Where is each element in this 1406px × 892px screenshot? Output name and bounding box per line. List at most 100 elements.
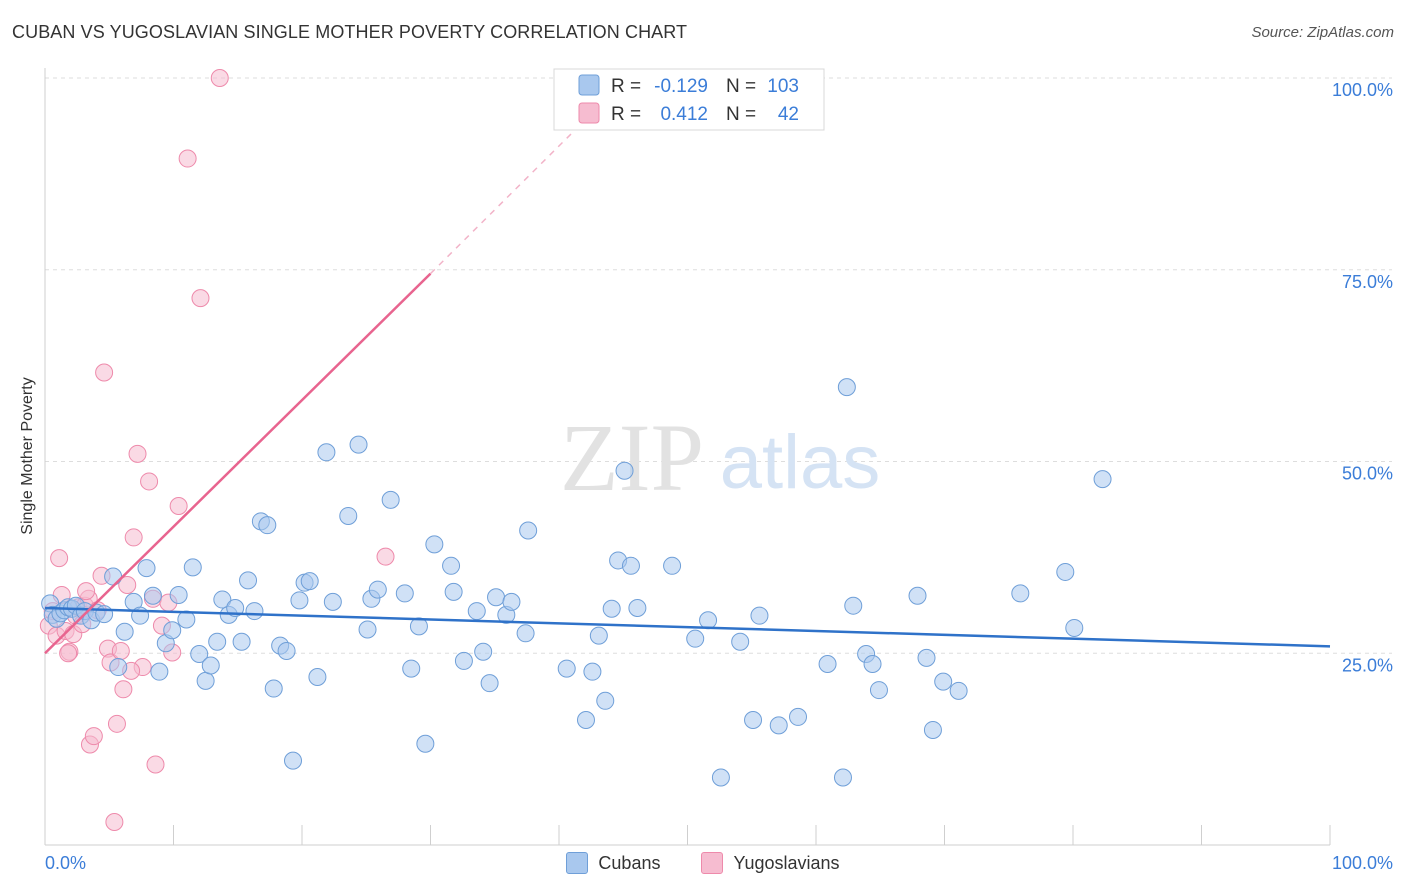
- cubans-point: [516, 624, 535, 643]
- legend-item-cubans: Cubans: [566, 852, 660, 874]
- legend-top: R = -0.129 N = 103 R = 0.412 N = 42: [553, 68, 825, 131]
- yugoslavians-point: [59, 644, 78, 663]
- yugoslavians-point: [124, 528, 143, 547]
- cubans-point: [818, 654, 837, 673]
- cubans-point: [576, 710, 595, 729]
- cubans-point: [150, 662, 169, 681]
- cubans-point: [349, 435, 368, 454]
- cubans-point: [339, 506, 358, 525]
- cubans-point: [308, 668, 327, 687]
- cubans-point: [1065, 618, 1084, 637]
- watermark: ZIP atlas: [560, 404, 880, 511]
- cubans-point: [480, 674, 499, 693]
- yugoslavians-point: [191, 289, 210, 308]
- cubans-point: [621, 556, 640, 575]
- yugoslavians-point: [84, 727, 103, 746]
- y-tick-label-75: 75.0%: [1342, 272, 1393, 292]
- cubans-point: [163, 621, 182, 640]
- chart-title: CUBAN VS YUGOSLAVIAN SINGLE MOTHER POVER…: [12, 22, 688, 42]
- cubans-label: Cubans: [598, 852, 661, 873]
- cubans-point: [104, 567, 123, 586]
- cubans-point: [264, 679, 283, 698]
- trend-lines: [44, 113, 1331, 655]
- yugoslavians-point: [376, 547, 395, 566]
- cubans-point: [208, 632, 227, 651]
- cubans-trend-line: [44, 606, 1331, 648]
- cubans-point: [1056, 562, 1075, 581]
- cubans-point: [699, 611, 718, 630]
- cubans-point: [628, 598, 647, 617]
- legend-r-value-2: 0.412: [660, 104, 708, 125]
- cubans-point: [1093, 470, 1112, 489]
- cubans-point: [949, 681, 968, 700]
- cubans-point: [381, 490, 400, 509]
- cubans-point: [323, 592, 342, 611]
- cubans-point: [201, 656, 220, 675]
- yugoslavians-swatch: [701, 852, 724, 874]
- cubans-point: [519, 521, 538, 540]
- cubans-point: [416, 734, 435, 753]
- cubans-point: [409, 617, 428, 636]
- cubans-point: [750, 606, 769, 625]
- watermark-atlas: atlas: [720, 420, 881, 505]
- y-tick-label-25: 25.0%: [1342, 655, 1393, 675]
- cubans-point: [395, 584, 414, 603]
- yugoslavians-point: [107, 714, 126, 733]
- yugoslavians-point: [105, 812, 124, 831]
- x-tick-label-min: 0.0%: [45, 853, 86, 873]
- cubans-point: [844, 596, 863, 615]
- watermark-zip: ZIP: [560, 404, 704, 511]
- yugoslavians-trend-extension: [429, 113, 592, 275]
- cubans-point: [744, 710, 763, 729]
- cubans-point: [1011, 584, 1030, 603]
- legend-swatch-yugoslavians: [578, 102, 600, 124]
- x-tick-label-max: 100.0%: [1332, 853, 1393, 873]
- cubans-point: [908, 586, 927, 605]
- cubans-point: [226, 598, 245, 617]
- cubans-point: [213, 590, 232, 609]
- cubans-point: [502, 592, 521, 611]
- cubans-point: [258, 516, 277, 535]
- cubans-point: [425, 535, 444, 554]
- cubans-point: [183, 558, 202, 577]
- cubans-point: [358, 620, 377, 639]
- cubans-point: [444, 582, 463, 601]
- cubans-point: [731, 632, 750, 651]
- cubans-point: [143, 586, 162, 605]
- cubans-point: [789, 707, 808, 726]
- legend-n-label-2: N =: [726, 104, 756, 125]
- yugoslavians-point: [50, 549, 69, 568]
- cubans-point: [277, 641, 296, 660]
- cubans-points: [41, 378, 1112, 787]
- cubans-point: [557, 659, 576, 678]
- yugoslavians-points: [39, 69, 395, 831]
- legend-r-label-2: R =: [611, 104, 641, 125]
- cubans-point: [602, 599, 621, 618]
- legend-n-value-2: 42: [778, 104, 799, 125]
- cubans-point: [589, 626, 608, 645]
- cubans-point: [833, 768, 852, 787]
- yugoslavians-point: [95, 363, 114, 382]
- cubans-point: [95, 605, 114, 624]
- axes: [44, 68, 1331, 846]
- cubans-point: [190, 645, 209, 664]
- yugoslavians-point: [210, 69, 229, 87]
- cubans-point: [615, 461, 634, 480]
- yugoslavians-point: [111, 641, 130, 660]
- cubans-point: [239, 571, 258, 590]
- legend-n-label-1: N =: [726, 76, 756, 97]
- cubans-point: [232, 632, 251, 651]
- cubans-point: [837, 378, 856, 397]
- legend-swatch-cubans: [578, 74, 600, 96]
- yugoslavians-point: [146, 755, 165, 774]
- yugoslavians-point: [128, 444, 147, 463]
- cubans-point: [317, 443, 336, 462]
- cubans-point: [454, 651, 473, 670]
- cubans-point: [290, 591, 309, 610]
- cubans-point: [686, 629, 705, 648]
- cubans-point: [442, 556, 461, 575]
- yugoslavians-label: Yugoslavians: [733, 852, 840, 873]
- cubans-swatch: [566, 852, 589, 874]
- yugoslavians-point: [140, 472, 159, 491]
